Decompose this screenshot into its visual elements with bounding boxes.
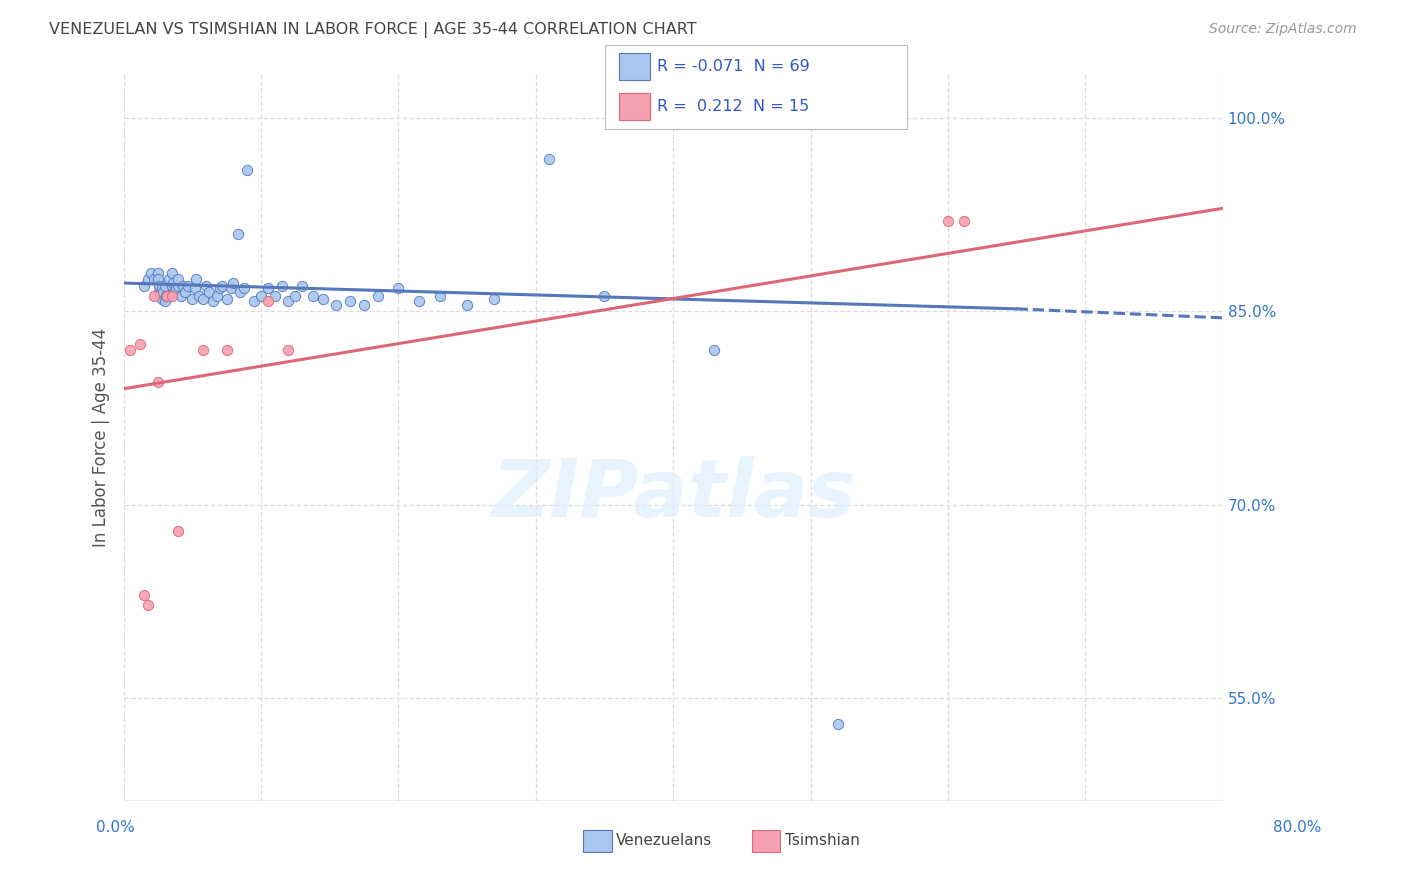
Point [194, 278, 217, 293]
Point [157, 272, 180, 286]
Point [156, 289, 179, 303]
Text: Source: ZipAtlas.com: Source: ZipAtlas.com [1209, 22, 1357, 37]
Point [136, 272, 159, 286]
Text: VENEZUELAN VS TSIMSHIAN IN LABOR FORCE | AGE 35-44 CORRELATION CHART: VENEZUELAN VS TSIMSHIAN IN LABOR FORCE |… [49, 22, 697, 38]
Point [277, 343, 299, 357]
Point [146, 266, 169, 280]
Point [160, 278, 183, 293]
Point [236, 162, 259, 177]
Point [148, 278, 170, 293]
Point [367, 289, 389, 303]
Point [291, 278, 314, 293]
Point [165, 281, 187, 295]
Point [302, 289, 325, 303]
Point [162, 276, 184, 290]
Point [408, 294, 430, 309]
Point [429, 289, 451, 303]
Point [325, 298, 347, 312]
Point [160, 289, 183, 303]
Point [149, 285, 172, 299]
Point [233, 281, 256, 295]
Point [160, 266, 183, 280]
Point [184, 281, 207, 295]
Point [142, 272, 165, 286]
Point [139, 266, 162, 280]
Point [222, 276, 245, 290]
Point [193, 343, 215, 357]
Point [150, 281, 173, 295]
Text: Venezuelans: Venezuelans [616, 833, 711, 847]
Point [277, 294, 299, 309]
Point [170, 289, 193, 303]
Point [270, 278, 292, 293]
Point [226, 227, 249, 241]
Point [150, 292, 173, 306]
Text: 80.0%: 80.0% [1274, 821, 1322, 835]
Point [129, 336, 152, 351]
Point [256, 294, 278, 309]
Point [167, 278, 190, 293]
Point [153, 278, 176, 293]
Point [936, 214, 959, 228]
Point [205, 289, 228, 303]
Point [353, 298, 375, 312]
Text: R = -0.071  N = 69: R = -0.071 N = 69 [657, 59, 810, 74]
Point [186, 272, 208, 286]
Point [167, 524, 190, 538]
Point [146, 376, 169, 390]
Point [387, 281, 409, 295]
Point [827, 716, 849, 731]
Point [153, 294, 176, 309]
Point [243, 294, 266, 309]
Point [229, 285, 252, 299]
Point [219, 281, 242, 295]
Point [484, 292, 506, 306]
Y-axis label: In Labor Force | Age 35-44: In Labor Force | Age 35-44 [93, 327, 110, 547]
Point [146, 272, 169, 286]
Point [148, 285, 170, 299]
Point [163, 285, 186, 299]
Text: R =  0.212  N = 15: R = 0.212 N = 15 [657, 99, 808, 114]
Point [136, 599, 159, 613]
Point [134, 278, 156, 293]
Text: Tsimshian: Tsimshian [785, 833, 859, 847]
Point [953, 214, 976, 228]
Point [456, 298, 478, 312]
Point [211, 278, 233, 293]
Point [177, 278, 200, 293]
Point [215, 292, 238, 306]
Point [155, 289, 177, 303]
Text: 0.0%: 0.0% [96, 821, 135, 835]
Text: ZIPatlas: ZIPatlas [491, 457, 856, 534]
Point [250, 289, 273, 303]
Point [172, 278, 194, 293]
Point [134, 588, 156, 602]
Point [188, 289, 211, 303]
Point [593, 289, 616, 303]
Point [201, 294, 224, 309]
Point [215, 343, 238, 357]
Point [152, 285, 174, 299]
Point [174, 285, 197, 299]
Point [312, 292, 335, 306]
Point [197, 285, 219, 299]
Point [538, 153, 561, 167]
Point [120, 343, 142, 357]
Point [339, 294, 361, 309]
Point [149, 289, 172, 303]
Point [284, 289, 307, 303]
Point [256, 281, 278, 295]
Point [208, 281, 231, 295]
Point [167, 272, 190, 286]
Point [193, 292, 215, 306]
Point [263, 289, 285, 303]
Point [703, 343, 725, 357]
Point [142, 289, 165, 303]
Point [181, 292, 204, 306]
